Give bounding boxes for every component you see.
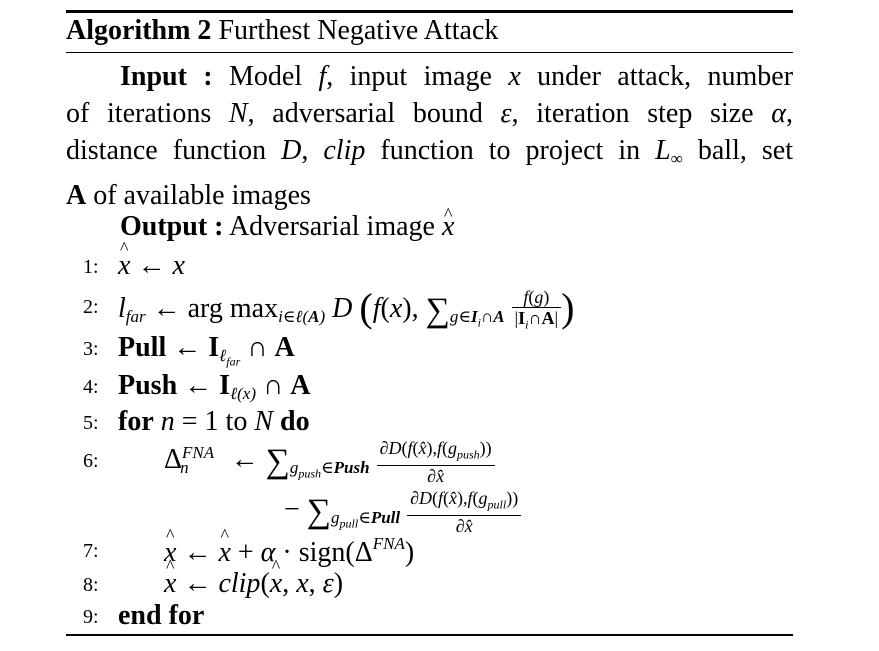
step-number: 4:	[83, 376, 99, 398]
algorithm-label: Algorithm 2	[66, 15, 212, 46]
input-section: Input : Model f, input image x under att…	[66, 58, 793, 214]
step-code: − ∑gpull∈Pull ∂D(f(x̂),f(gpull)) ∂x̂	[284, 488, 522, 536]
step-code: end for	[118, 600, 205, 631]
top-rule	[66, 10, 793, 13]
input-line-3: distance function D, clip function to pr…	[66, 135, 793, 168]
step-code: ΔFNAn ← ∑gpush∈Push ∂D(f(x̂),f(gpush)) ∂x…	[164, 438, 495, 486]
input-line-1: Input : Model f, input image x under att…	[66, 58, 793, 95]
step-code: Pull ← Iℓfar ∩ A	[118, 332, 295, 369]
step-number: 2:	[83, 296, 99, 318]
output-label: Output :	[120, 211, 224, 242]
step-code: x ← x	[118, 238, 185, 282]
output-text: Adversarial image x	[229, 196, 454, 242]
bottom-rule	[66, 634, 793, 636]
step-code: x ← x + α · sign(ΔFNA)	[164, 525, 414, 569]
step-code: for n = 1 to N do	[118, 406, 310, 437]
input-line-4: A of available images	[66, 180, 311, 211]
step-number: 6:	[83, 450, 99, 472]
output-section: Output : Adversarial image x	[66, 196, 793, 245]
input-line-1-text: Model f, input image x under attack, num…	[229, 61, 794, 92]
step-number: 1:	[83, 256, 99, 278]
algorithm-box: Algorithm 2 Furthest Negative Attack Inp…	[66, 10, 793, 636]
output-line: Output : Adversarial image x	[66, 196, 793, 245]
input-line-2: of iterations N, adversarial bound ε, it…	[66, 98, 793, 129]
step-number: 5:	[83, 412, 99, 434]
step-code: lfar ← arg maxi∈ℓ(A) D (f(x), ∑g∈Ii∩A f(…	[118, 285, 575, 332]
title-rule	[66, 52, 793, 53]
step-number: 8:	[83, 574, 99, 596]
input-label: Input :	[120, 61, 213, 92]
step-code: x ← clip(x, x, ε)	[164, 556, 343, 600]
step-code: Push ← Iℓ(x) ∩ A	[118, 370, 311, 403]
algorithm-title: Algorithm 2 Furthest Negative Attack	[66, 16, 793, 46]
step-number: 9:	[83, 606, 99, 628]
step-number: 7:	[83, 540, 99, 562]
algorithm-name: Furthest Negative Attack	[218, 15, 499, 46]
step-number: 3:	[83, 338, 99, 360]
